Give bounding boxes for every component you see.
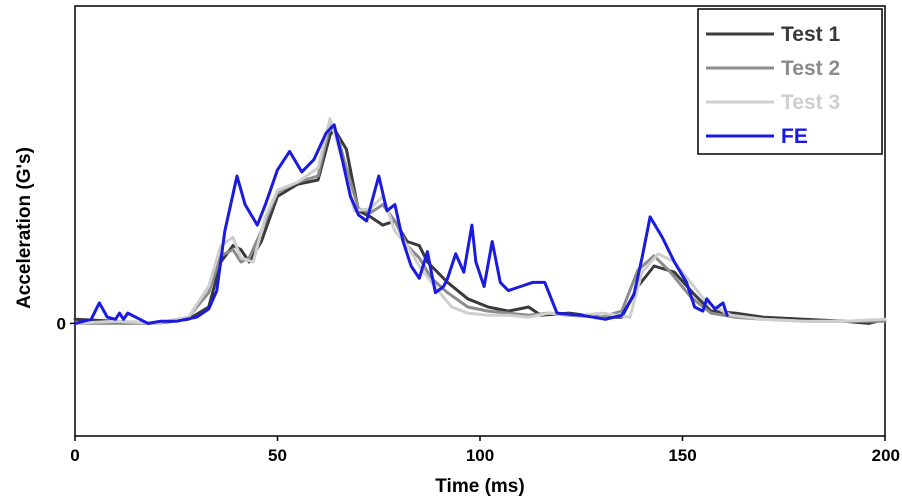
series-line-test-1 bbox=[73, 127, 887, 325]
legend-label: Test 1 bbox=[781, 23, 840, 46]
x-tick-label: 50 bbox=[268, 446, 287, 465]
x-tick-label: 150 bbox=[668, 446, 696, 465]
series-line-fe bbox=[73, 123, 729, 325]
legend: Test 1 Test 2 Test 3 FE bbox=[697, 8, 883, 155]
legend-label: FE bbox=[781, 125, 808, 148]
x-tick-label: 200 bbox=[872, 446, 900, 465]
y-tick-label: 0 bbox=[57, 314, 66, 333]
x-tick-label: 0 bbox=[70, 446, 79, 465]
x-tick-label: 100 bbox=[466, 446, 494, 465]
series-line-test-2 bbox=[73, 123, 887, 325]
legend-label: Test 3 bbox=[781, 91, 840, 114]
ticks-layer: 0 50 100 150 200 0 bbox=[57, 314, 900, 465]
series-layer bbox=[73, 117, 887, 325]
y-axis-title: Acceleration (G's) bbox=[14, 147, 35, 309]
x-axis-title: Time (ms) bbox=[435, 476, 524, 497]
legend-label: Test 2 bbox=[781, 57, 840, 80]
